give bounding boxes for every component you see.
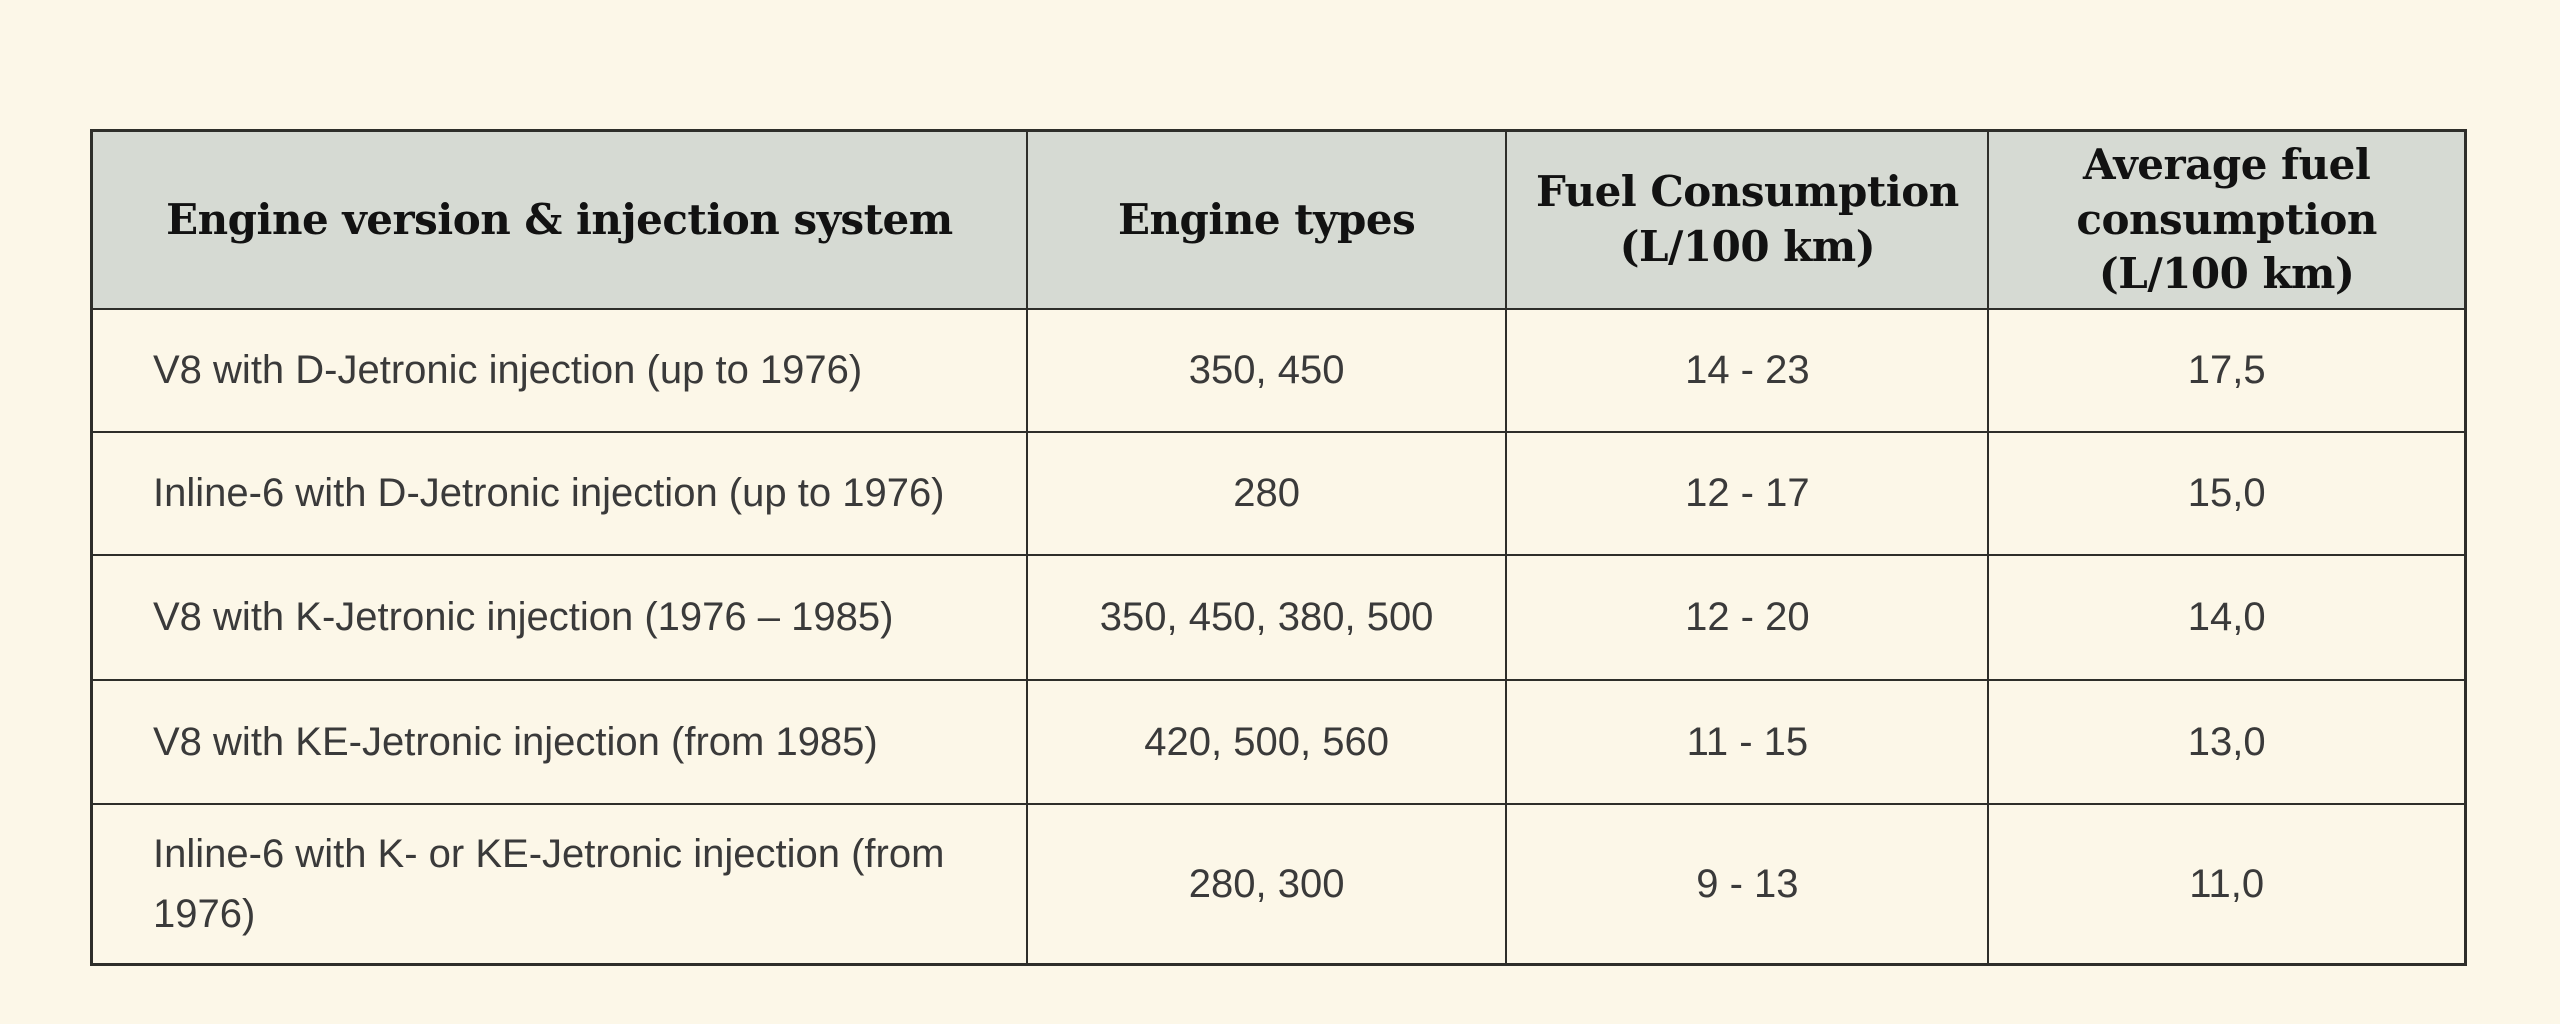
- header-average-fuel-consumption: Average fuel consumption (L/100 km): [1987, 129, 2467, 310]
- cell-fuel-consumption: 14 - 23: [1505, 307, 1990, 433]
- cell-engine-types: 420, 500, 560: [1025, 678, 1508, 805]
- header-engine-types: Engine types: [1025, 129, 1508, 310]
- cell-average-fuel-consumption: 15,0: [1987, 430, 2467, 556]
- table-row: V8 with K-Jetronic injection (1976 – 198…: [90, 553, 2467, 681]
- cell-average-fuel-consumption: 14,0: [1987, 553, 2467, 681]
- cell-engine-types: 350, 450: [1025, 307, 1508, 433]
- cell-fuel-consumption: 12 - 20: [1505, 553, 1990, 681]
- cell-fuel-consumption: 12 - 17: [1505, 430, 1990, 556]
- table-row: V8 with KE-Jetronic injection (from 1985…: [90, 678, 2467, 805]
- cell-engine-version: V8 with D-Jetronic injection (up to 1976…: [90, 307, 1028, 433]
- cell-engine-version: Inline-6 with D-Jetronic injection (up t…: [90, 430, 1028, 556]
- cell-average-fuel-consumption: 17,5: [1987, 307, 2467, 433]
- cell-engine-version: V8 with K-Jetronic injection (1976 – 198…: [90, 553, 1028, 681]
- table-row: Inline-6 with K- or KE-Jetronic injectio…: [90, 802, 2467, 966]
- cell-engine-version: Inline-6 with K- or KE-Jetronic injectio…: [90, 802, 1028, 966]
- fuel-consumption-table: Engine version & injection system Engine…: [90, 129, 2467, 967]
- header-row: Engine version & injection system Engine…: [90, 129, 2467, 310]
- header-engine-version: Engine version & injection system: [90, 129, 1028, 310]
- fuel-consumption-table-container: Engine version & injection system Engine…: [90, 129, 2467, 967]
- cell-engine-types: 280, 300: [1025, 802, 1508, 966]
- cell-engine-version: V8 with KE-Jetronic injection (from 1985…: [90, 678, 1028, 805]
- cell-fuel-consumption: 9 - 13: [1505, 802, 1990, 966]
- cell-engine-types: 350, 450, 380, 500: [1025, 553, 1508, 681]
- cell-average-fuel-consumption: 13,0: [1987, 678, 2467, 805]
- cell-fuel-consumption: 11 - 15: [1505, 678, 1990, 805]
- cell-average-fuel-consumption: 11,0: [1987, 802, 2467, 966]
- table-row: V8 with D-Jetronic injection (up to 1976…: [90, 307, 2467, 433]
- header-fuel-consumption: Fuel Consumption (L/100 km): [1505, 129, 1990, 310]
- table-row: Inline-6 with D-Jetronic injection (up t…: [90, 430, 2467, 556]
- cell-engine-types: 280: [1025, 430, 1508, 556]
